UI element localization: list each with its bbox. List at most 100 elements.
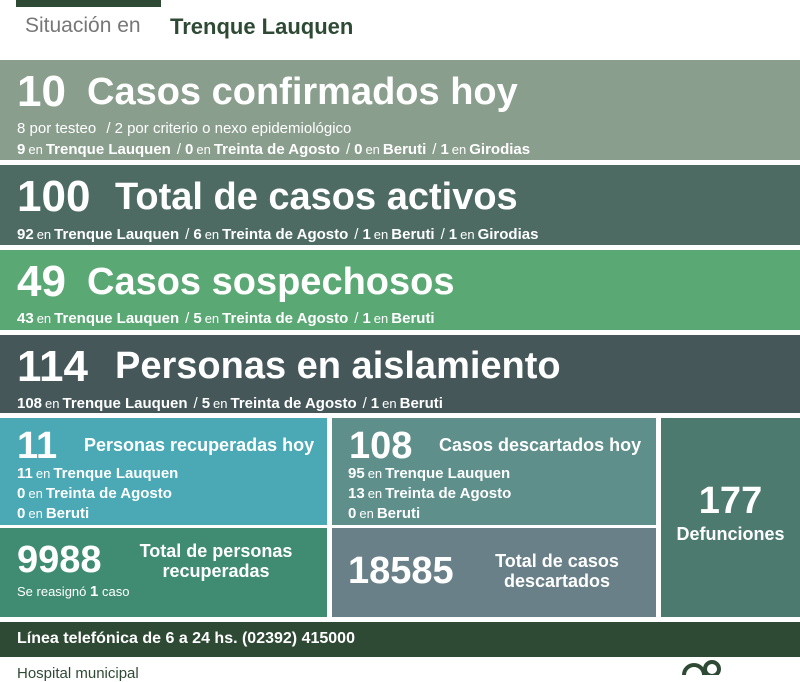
isolation-number: 114 — [17, 342, 88, 391]
separator: / — [362, 395, 367, 412]
isolation-places: 108 en Trenque Lauquen/5 en Treinta de Agost… — [17, 395, 443, 412]
confirmed-number: 10 — [17, 67, 66, 116]
place: Trenque Lauquen — [62, 395, 188, 412]
active-band: 100 Total de casos activos 92 en Trenque L… — [0, 165, 800, 245]
count: 0 — [17, 505, 26, 522]
count: 1 — [448, 226, 458, 243]
count: 108 — [17, 395, 43, 412]
separator: / — [354, 226, 359, 243]
count: 1 — [440, 141, 449, 158]
confirmed-title: Casos confirmados hoy — [87, 71, 518, 113]
place: Beruti — [399, 395, 443, 412]
suspected-places: 43 en Trenque Lauquen/5 en Treinta de Agosto… — [17, 310, 435, 327]
place: Beruti — [382, 141, 427, 158]
count: 0 — [185, 141, 194, 158]
preposition: en — [36, 311, 52, 326]
separator: / — [440, 226, 445, 243]
separator: / — [193, 395, 198, 412]
discarded-total-number: 18585 — [348, 550, 454, 592]
place: Treinta de Agosto — [45, 485, 172, 502]
label: por testeo — [29, 120, 97, 137]
count: 0 — [354, 141, 363, 158]
deaths-cell: 177 Defunciones — [661, 418, 800, 617]
preposition: en — [35, 466, 51, 481]
place: Treinta de Agosto — [385, 485, 512, 502]
place: Treinta de Agosto — [213, 141, 340, 158]
preposition: en — [382, 396, 397, 411]
preposition: en — [28, 506, 43, 521]
place-row: 0 en Beruti — [17, 504, 178, 524]
separator: / — [185, 226, 190, 243]
suspected-title: Casos sospechosos — [87, 261, 455, 303]
preposition: en — [359, 506, 374, 521]
discarded-today-title: Casos descartados hoy — [439, 435, 642, 455]
preposition: en — [365, 142, 380, 157]
count: 6 — [193, 226, 202, 243]
separator: / — [106, 120, 111, 137]
count: 13 — [348, 485, 365, 502]
place: Beruti — [391, 226, 435, 243]
place: Girodias — [477, 226, 539, 243]
label: por criterio o nexo epidemiológico — [127, 120, 352, 137]
separator: / — [354, 310, 359, 327]
preposition: en — [204, 227, 220, 242]
place-row: 95 en Trenque Lauquen — [348, 464, 511, 484]
preposition: en — [28, 486, 43, 501]
place-row: 0 en Beruti — [348, 504, 511, 524]
count: 11 — [17, 465, 33, 482]
recovered-total-number: 9988 — [17, 539, 102, 581]
recovered-today-places: 11 en Trenque Lauquen 0 en Treinta de Agosto 0… — [17, 464, 178, 524]
logo — [682, 660, 721, 675]
count: 8 — [17, 120, 26, 137]
footer-band: Línea telefónica de 6 a 24 hs. (02392) 4… — [0, 622, 800, 657]
count: 43 — [17, 310, 34, 327]
discarded-today-places: 95 en Trenque Lauquen 13 en Treinta de Agosto… — [348, 464, 511, 524]
place: Treinta de Agosto — [222, 226, 349, 243]
footer-hospital: Hospital municipal — [17, 665, 139, 682]
discarded-total-cell: 18585 Total de casos descartados — [332, 528, 656, 617]
confirmed-places: 9 en Trenque Lauquen/0 en Treinta de Agosto /… — [17, 141, 530, 158]
note-count: 1 — [90, 583, 99, 600]
place: Treinta de Agosto — [222, 310, 349, 327]
note-suffix: caso — [101, 584, 130, 599]
place: Trenque Lauquen — [385, 465, 511, 482]
count: 1 — [362, 310, 371, 327]
preposition: en — [196, 142, 211, 157]
preposition: en — [28, 142, 43, 157]
deaths-number: 177 — [698, 480, 763, 522]
isolation-title: Personas en aislamiento — [115, 345, 561, 387]
active-title: Total de casos activos — [115, 176, 518, 218]
recovered-today-number: 11 — [17, 425, 58, 467]
header-prefix: Situación en — [25, 14, 141, 37]
active-number: 100 — [17, 172, 91, 221]
separator: / — [176, 141, 181, 158]
discarded-today-number: 108 — [349, 425, 413, 467]
count: 0 — [17, 485, 26, 502]
confirmed-band: 10 Casos confirmados hoy 8 por testeo /2… — [0, 60, 800, 160]
place: Trenque Lauquen — [54, 310, 180, 327]
preposition: en — [451, 142, 467, 157]
place-row: 0 en Treinta de Agosto — [17, 484, 178, 504]
place: Beruti — [376, 505, 421, 522]
confirmed-breakdown: 8 por testeo /2 por criterio o nexo epid… — [17, 120, 351, 137]
recovered-today-title: Personas recuperadas hoy — [84, 435, 315, 455]
place-row: 13 en Treinta de Agosto — [348, 484, 511, 504]
suspected-number: 49 — [17, 257, 66, 306]
count: 1 — [362, 226, 371, 243]
place-row: 11 en Trenque Lauquen — [17, 464, 178, 484]
header-accent — [16, 0, 161, 7]
preposition: en — [373, 227, 389, 242]
header-place: Trenque Lauquen — [170, 14, 354, 39]
place: Girodias — [469, 141, 531, 158]
preposition: en — [460, 227, 475, 242]
separator: / — [345, 141, 351, 158]
preposition: en — [213, 396, 228, 411]
count: 2 — [114, 120, 123, 137]
place: Trenque Lauquen — [53, 465, 179, 482]
separator: / — [432, 141, 437, 158]
count: 5 — [193, 310, 202, 327]
count: 1 — [370, 395, 380, 412]
preposition: en — [367, 466, 383, 481]
recovered-today-cell: 11 Personas recuperadas hoy 11 en Trenque … — [0, 418, 327, 525]
